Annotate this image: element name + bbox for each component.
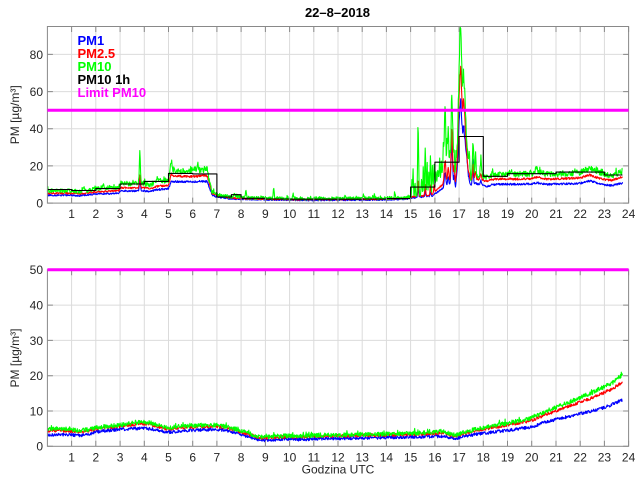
svg-text:6: 6 — [189, 207, 196, 221]
svg-text:16: 16 — [428, 451, 442, 465]
svg-text:2: 2 — [92, 451, 99, 465]
svg-text:0: 0 — [36, 197, 43, 211]
svg-text:30: 30 — [30, 334, 44, 348]
svg-text:21: 21 — [549, 207, 563, 221]
svg-text:20: 20 — [30, 369, 44, 383]
svg-text:PM [µg/m³]: PM [µg/m³] — [8, 329, 22, 388]
svg-text:11: 11 — [308, 451, 321, 465]
svg-text:5: 5 — [165, 207, 172, 221]
svg-text:10: 10 — [283, 451, 297, 465]
svg-text:17: 17 — [452, 451, 466, 465]
svg-text:20: 20 — [525, 451, 539, 465]
svg-text:1: 1 — [68, 451, 75, 465]
svg-text:13: 13 — [356, 207, 370, 221]
svg-text:3: 3 — [117, 451, 124, 465]
svg-text:18: 18 — [477, 207, 491, 221]
svg-text:4: 4 — [141, 451, 148, 465]
svg-text:PM2.5: PM2.5 — [78, 46, 116, 61]
svg-text:19: 19 — [501, 207, 515, 221]
svg-text:24: 24 — [622, 451, 636, 465]
svg-text:13: 13 — [356, 451, 370, 465]
svg-text:5: 5 — [165, 451, 172, 465]
svg-text:22: 22 — [574, 451, 588, 465]
svg-text:PM10 1h: PM10 1h — [78, 72, 131, 87]
svg-text:17: 17 — [452, 207, 466, 221]
svg-text:22–8–2018: 22–8–2018 — [305, 5, 370, 20]
svg-text:8: 8 — [238, 451, 245, 465]
svg-text:0: 0 — [36, 440, 43, 454]
svg-text:20: 20 — [525, 207, 539, 221]
svg-text:14: 14 — [380, 451, 394, 465]
svg-text:19: 19 — [501, 451, 515, 465]
svg-text:1: 1 — [68, 207, 75, 221]
svg-text:40: 40 — [30, 122, 44, 136]
svg-text:12: 12 — [331, 207, 345, 221]
svg-text:7: 7 — [214, 451, 221, 465]
svg-text:40: 40 — [30, 299, 44, 313]
svg-text:15: 15 — [404, 451, 418, 465]
svg-text:9: 9 — [262, 207, 269, 221]
svg-text:PM [µg/m³]: PM [µg/m³] — [8, 85, 22, 144]
svg-text:15: 15 — [404, 207, 418, 221]
svg-text:23: 23 — [598, 451, 612, 465]
svg-text:60: 60 — [30, 85, 44, 99]
svg-text:21: 21 — [549, 451, 563, 465]
svg-text:22: 22 — [574, 207, 588, 221]
svg-text:24: 24 — [622, 207, 636, 221]
svg-text:PM10: PM10 — [78, 59, 112, 74]
svg-text:50: 50 — [30, 263, 44, 277]
svg-text:2: 2 — [92, 207, 99, 221]
svg-text:80: 80 — [30, 48, 44, 62]
svg-text:PM1: PM1 — [78, 33, 105, 48]
svg-text:18: 18 — [477, 451, 491, 465]
svg-text:3: 3 — [117, 207, 124, 221]
svg-text:4: 4 — [141, 207, 148, 221]
svg-text:23: 23 — [598, 207, 612, 221]
svg-text:10: 10 — [30, 404, 44, 418]
svg-text:12: 12 — [331, 451, 345, 465]
svg-text:6: 6 — [189, 451, 196, 465]
svg-text:20: 20 — [30, 159, 44, 173]
svg-text:8: 8 — [238, 207, 245, 221]
svg-text:11: 11 — [308, 207, 321, 221]
svg-text:9: 9 — [262, 451, 269, 465]
svg-text:Limit PM10: Limit PM10 — [78, 85, 147, 100]
svg-text:14: 14 — [380, 207, 394, 221]
svg-text:Godzina UTC: Godzina UTC — [302, 463, 375, 477]
svg-text:7: 7 — [214, 207, 221, 221]
svg-text:10: 10 — [283, 207, 297, 221]
svg-text:16: 16 — [428, 207, 442, 221]
